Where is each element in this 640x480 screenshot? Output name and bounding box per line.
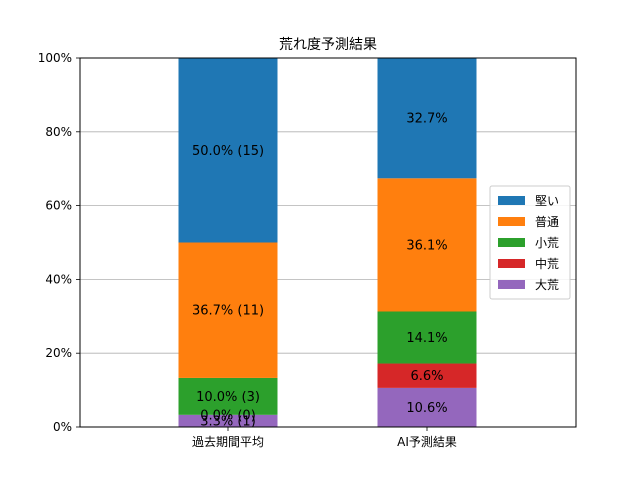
legend-label: 小荒 xyxy=(535,236,559,250)
bar-segment xyxy=(178,377,278,415)
bar-value-label: 36.1% xyxy=(406,238,447,253)
legend-label: 大荒 xyxy=(535,278,559,292)
bar-segment xyxy=(377,363,477,388)
y-tick-label: 100% xyxy=(38,51,72,65)
bar-segment xyxy=(377,387,477,427)
bar-segment xyxy=(178,242,278,378)
bar-segment xyxy=(377,178,477,312)
bar-value-label: 0.0% (0) xyxy=(200,408,256,423)
legend-swatch xyxy=(498,259,525,268)
bar-value-label: 6.6% xyxy=(410,369,443,384)
bar-segment xyxy=(178,414,278,427)
chart-title: 荒れ度予測結果 xyxy=(279,37,377,53)
data-labels: 3.3% (1)0.0% (0) 10.0% (3) 36.7% (11) 50.0%… xyxy=(192,111,448,429)
y-tick-label: 40% xyxy=(45,272,72,286)
bar-value-label: 3.3% (1) xyxy=(200,414,256,429)
bar-value-label: 32.7% xyxy=(406,111,447,126)
bar-value-label: 10.0% (3) xyxy=(196,390,260,405)
y-tick-label: 80% xyxy=(45,125,72,139)
x-tick-label: 過去期間平均 xyxy=(192,435,264,449)
y-tick-label: 0% xyxy=(53,420,72,434)
x-tick-label: AI予測結果 xyxy=(397,435,457,449)
legend-box xyxy=(489,185,571,300)
x-axis: 過去期間平均 AI予測結果 xyxy=(192,427,457,449)
y-tick-label: 20% xyxy=(45,346,72,360)
bar-value-label: 14.1% xyxy=(406,331,447,346)
plot-frame xyxy=(79,57,577,428)
legend-swatch xyxy=(498,217,525,226)
y-axis: 0% 20% 40% 60% 80% 100% xyxy=(38,51,80,434)
legend-label: 中荒 xyxy=(535,256,559,271)
bars xyxy=(178,57,477,427)
bar-value-label: 50.0% (15) xyxy=(192,144,264,159)
legend-swatch xyxy=(498,238,525,247)
legend-swatch xyxy=(498,196,525,205)
y-tick-label: 60% xyxy=(45,199,72,213)
legend-label: 普通 xyxy=(535,215,559,229)
legend-swatch xyxy=(498,280,525,289)
bar-segment xyxy=(377,57,477,179)
bar-value-label: 36.7% (11) xyxy=(192,304,264,319)
legend-label: 堅い xyxy=(535,194,559,208)
bar-segment xyxy=(178,58,278,243)
bar-value-label: 10.6% xyxy=(406,401,447,416)
bar-segment xyxy=(377,311,477,364)
